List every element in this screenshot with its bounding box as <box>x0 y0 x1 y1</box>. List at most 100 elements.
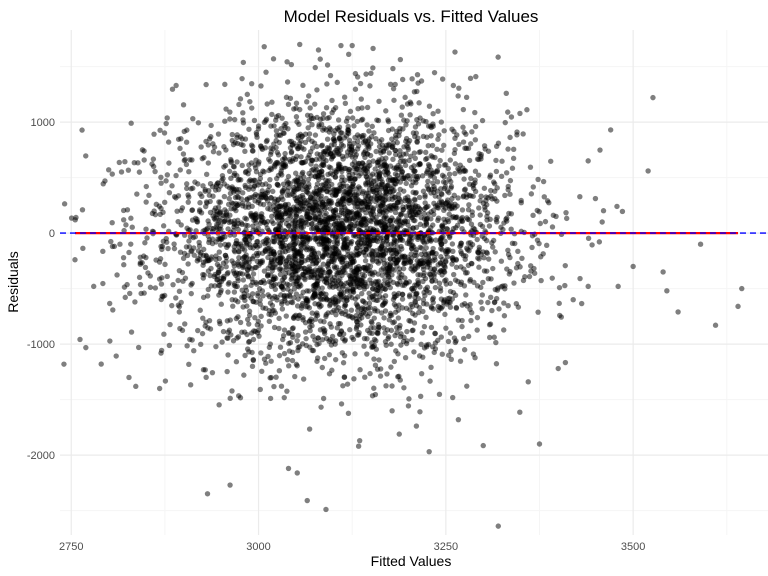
residual-point <box>332 104 339 111</box>
residual-point <box>296 258 302 264</box>
residual-point <box>501 220 507 226</box>
residual-point <box>205 160 212 166</box>
residual-point <box>169 183 175 189</box>
residual-point <box>163 120 169 127</box>
residual-point <box>493 339 499 346</box>
residual-point <box>371 130 377 136</box>
residual-point <box>438 334 444 340</box>
residual-point <box>139 260 145 266</box>
residual-point <box>241 254 247 260</box>
residual-point <box>269 213 275 220</box>
residual-point <box>337 147 344 153</box>
residual-point <box>459 323 465 330</box>
residual-point <box>335 320 342 327</box>
residual-point <box>364 195 370 202</box>
residual-point <box>363 311 369 317</box>
residual-point <box>365 327 371 334</box>
residual-point <box>186 238 192 244</box>
residual-point <box>397 322 403 329</box>
residual-point <box>127 290 133 297</box>
residual-point <box>396 266 403 272</box>
residual-point <box>342 240 348 246</box>
residual-point <box>452 49 458 55</box>
residual-point <box>344 115 351 121</box>
residual-point <box>361 216 368 223</box>
residual-point <box>349 42 355 49</box>
residual-point <box>236 101 242 108</box>
chart-title: Model Residuals vs. Fitted Values <box>284 7 539 26</box>
residual-point <box>304 303 311 309</box>
residual-point <box>460 106 467 113</box>
residual-point <box>284 79 291 85</box>
residual-point <box>467 276 474 283</box>
residual-point <box>383 108 389 114</box>
residual-point <box>417 221 423 228</box>
residual-point <box>329 110 335 116</box>
residual-point <box>399 253 405 259</box>
residual-point <box>318 239 324 245</box>
residual-point <box>226 168 233 175</box>
residual-point <box>452 170 458 177</box>
residual-point <box>268 358 274 364</box>
residual-point <box>508 226 514 232</box>
residual-point <box>120 254 127 261</box>
residual-point <box>222 241 228 248</box>
residual-point <box>348 227 354 233</box>
residual-point <box>161 292 168 299</box>
residual-point <box>442 179 449 186</box>
residual-point <box>307 318 313 324</box>
residual-point <box>367 217 373 224</box>
residual-point <box>285 101 292 107</box>
residual-point <box>204 491 211 497</box>
residual-point <box>426 103 433 109</box>
residual-point <box>335 117 342 123</box>
residual-point <box>284 388 290 394</box>
residual-point <box>192 234 198 240</box>
residual-point <box>479 223 486 230</box>
residual-point <box>428 303 434 310</box>
residual-point <box>312 64 318 71</box>
residual-point <box>395 351 401 357</box>
residual-point <box>352 134 358 141</box>
residual-point <box>206 221 212 228</box>
residual-point <box>302 329 309 335</box>
residual-point <box>439 351 445 357</box>
residual-point <box>204 200 210 206</box>
residual-point <box>538 254 544 260</box>
residual-point <box>186 169 192 175</box>
residual-point <box>364 166 370 172</box>
residual-point <box>504 266 510 272</box>
residual-point <box>299 171 305 177</box>
residual-point <box>327 72 334 79</box>
residual-point <box>436 391 443 398</box>
residual-point <box>303 342 309 349</box>
residual-point <box>470 181 477 188</box>
residual-point <box>312 337 318 343</box>
residual-point <box>334 270 340 276</box>
residual-point <box>367 310 373 317</box>
residual-point <box>237 319 244 326</box>
residual-point <box>480 442 486 449</box>
residual-point <box>386 317 392 323</box>
residual-point <box>321 125 327 132</box>
residual-point <box>343 133 350 139</box>
residual-point <box>507 177 514 184</box>
residual-point <box>457 358 464 364</box>
residual-point <box>478 156 484 162</box>
residual-point <box>216 199 222 205</box>
residual-point <box>322 206 328 212</box>
residual-point <box>276 325 282 332</box>
residual-point <box>383 188 390 194</box>
residual-point <box>284 192 290 198</box>
residual-point <box>296 240 302 246</box>
residual-point <box>596 239 603 245</box>
residual-point <box>233 359 240 365</box>
residual-point <box>285 465 292 472</box>
residual-point <box>447 288 454 295</box>
residual-point <box>233 270 240 276</box>
residual-point <box>306 426 313 432</box>
residual-point <box>243 168 249 175</box>
residual-point <box>361 265 367 271</box>
residual-point <box>463 292 469 298</box>
residual-point <box>563 209 569 216</box>
